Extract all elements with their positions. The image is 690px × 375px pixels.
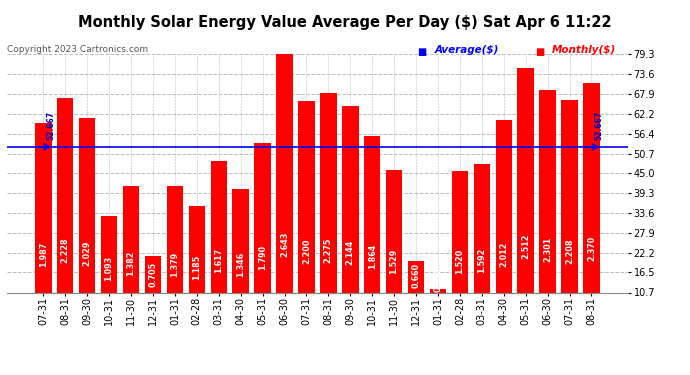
Text: 0.660: 0.660 xyxy=(411,262,421,288)
Text: 2.643: 2.643 xyxy=(280,231,289,257)
Text: 2.200: 2.200 xyxy=(302,238,311,264)
Text: 2.370: 2.370 xyxy=(587,236,596,261)
Bar xyxy=(167,186,183,330)
Text: 1.093: 1.093 xyxy=(105,256,114,281)
Bar xyxy=(342,106,359,330)
Bar xyxy=(233,189,249,330)
Bar xyxy=(495,120,512,330)
Text: 0.390: 0.390 xyxy=(433,267,442,292)
Bar xyxy=(298,100,315,330)
Bar xyxy=(35,123,52,330)
Text: 0.705: 0.705 xyxy=(148,262,157,287)
Bar xyxy=(57,98,74,330)
Text: Monthly Solar Energy Value Average Per Day ($) Sat Apr 6 11:22: Monthly Solar Energy Value Average Per D… xyxy=(78,15,612,30)
Text: 1.987: 1.987 xyxy=(39,242,48,267)
Text: 1.346: 1.346 xyxy=(236,252,245,277)
Text: Average($): Average($) xyxy=(435,45,499,55)
Bar xyxy=(188,206,205,330)
Text: 2.208: 2.208 xyxy=(565,238,574,264)
Bar xyxy=(430,289,446,330)
Text: Copyright 2023 Cartronics.com: Copyright 2023 Cartronics.com xyxy=(7,45,148,54)
Text: 1.185: 1.185 xyxy=(193,254,201,279)
Text: 1.520: 1.520 xyxy=(455,249,464,274)
Bar xyxy=(473,164,490,330)
Bar xyxy=(583,83,600,330)
Text: 2.144: 2.144 xyxy=(346,239,355,265)
Text: 2.275: 2.275 xyxy=(324,237,333,262)
Bar xyxy=(518,68,534,330)
Text: 2.512: 2.512 xyxy=(521,234,530,259)
Bar xyxy=(452,171,468,330)
Text: ■: ■ xyxy=(535,47,544,57)
Text: 2.301: 2.301 xyxy=(543,237,552,262)
Bar xyxy=(123,186,139,330)
Bar xyxy=(561,100,578,330)
Bar xyxy=(101,216,117,330)
Text: 1.864: 1.864 xyxy=(368,244,377,269)
Text: 1.617: 1.617 xyxy=(214,248,224,273)
Text: 52.667: 52.667 xyxy=(46,111,55,140)
Text: Monthly($): Monthly($) xyxy=(552,45,616,55)
Text: 1.382: 1.382 xyxy=(126,251,135,276)
Bar xyxy=(255,143,270,330)
Text: 1.790: 1.790 xyxy=(258,245,267,270)
Text: 2.012: 2.012 xyxy=(500,241,509,267)
Bar xyxy=(364,135,380,330)
Bar xyxy=(276,54,293,330)
Text: ■: ■ xyxy=(417,47,426,57)
Text: 2.029: 2.029 xyxy=(83,241,92,266)
Bar xyxy=(320,93,337,330)
Bar xyxy=(408,261,424,330)
Text: 52.667: 52.667 xyxy=(595,111,604,140)
Bar xyxy=(145,256,161,330)
Text: 1.379: 1.379 xyxy=(170,251,179,276)
Bar xyxy=(540,90,556,330)
Bar xyxy=(210,161,227,330)
Text: 1.529: 1.529 xyxy=(390,249,399,274)
Bar xyxy=(79,118,95,330)
Bar xyxy=(386,170,402,330)
Text: 2.228: 2.228 xyxy=(61,238,70,263)
Text: 1.592: 1.592 xyxy=(477,248,486,273)
